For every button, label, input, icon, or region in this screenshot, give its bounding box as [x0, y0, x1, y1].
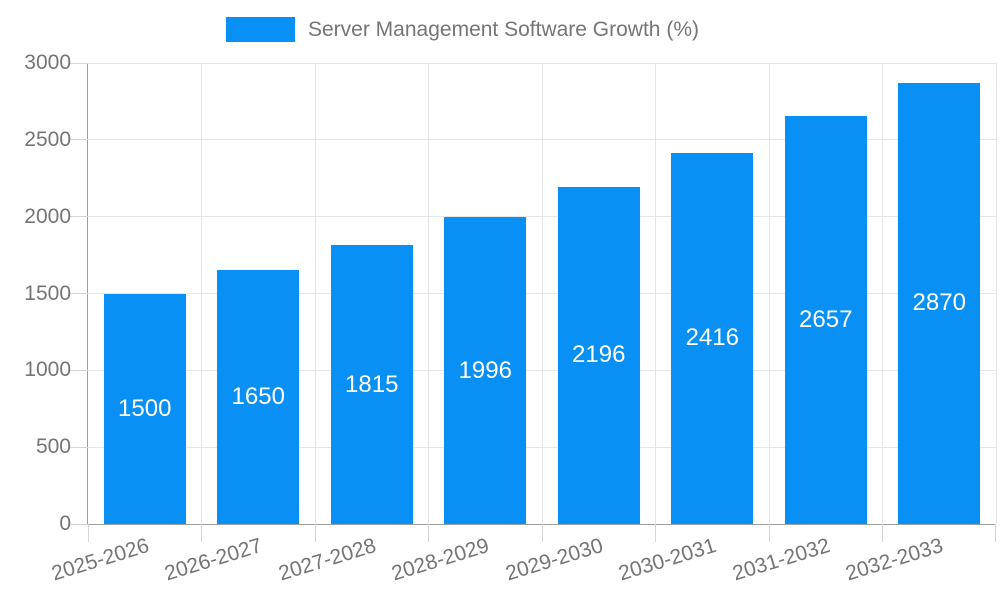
bar-value-label: 2416	[685, 324, 739, 352]
y-axis-label: 1500	[24, 281, 71, 305]
x-tick-mark	[314, 524, 316, 542]
x-tick-mark	[768, 524, 770, 542]
plot-area: 1500 1650 1815 1996 2196 2416 2657 2870	[70, 62, 997, 542]
y-tick-mark	[70, 523, 88, 525]
legend-swatch	[226, 17, 295, 42]
x-tick-mark	[882, 524, 883, 542]
bar[interactable]: 1650	[217, 270, 300, 524]
bar-value-label: 1500	[118, 394, 172, 422]
x-gridline	[995, 63, 997, 524]
y-tick-mark	[70, 216, 88, 218]
x-gridline	[314, 63, 316, 524]
y-axis-label: 500	[35, 435, 71, 459]
x-gridline	[655, 63, 656, 524]
y-tick-mark	[70, 369, 88, 371]
x-gridline	[541, 63, 543, 524]
legend[interactable]: Server Management Software Growth (%)	[226, 17, 699, 42]
bar[interactable]: 1815	[330, 245, 413, 524]
x-tick-mark	[994, 524, 996, 542]
bar[interactable]: 2657	[784, 115, 867, 524]
x-tick-mark	[201, 524, 202, 542]
bar-value-label: 2196	[572, 341, 626, 369]
x-gridline	[428, 63, 429, 524]
x-tick-mark	[655, 524, 656, 542]
x-gridline	[768, 63, 770, 524]
bar-value-label: 2870	[912, 289, 966, 317]
bar[interactable]: 1996	[444, 217, 527, 524]
x-tick-mark	[541, 524, 543, 542]
y-tick-mark	[70, 62, 88, 64]
bar-value-label: 1996	[458, 356, 512, 384]
bar[interactable]: 1500	[103, 293, 186, 524]
x-gridline	[882, 63, 883, 524]
y-axis-label: 0	[59, 512, 71, 535]
bar-value-label: 1815	[345, 370, 399, 398]
y-tick-mark	[70, 446, 88, 448]
y-axis-label: 1000	[24, 358, 71, 382]
legend-label: Server Management Software Growth (%)	[308, 17, 699, 41]
bar[interactable]: 2870	[898, 82, 981, 524]
bar[interactable]: 2196	[557, 186, 640, 524]
bar-value-label: 1650	[231, 383, 285, 411]
y-axis-label: 3000	[24, 51, 71, 74]
y-tick-mark	[70, 293, 88, 294]
y-axis-label: 2000	[24, 204, 71, 228]
x-tick-mark	[87, 524, 89, 542]
x-gridline	[201, 63, 202, 524]
y-tick-mark	[70, 139, 88, 141]
x-tick-mark	[428, 524, 429, 542]
bar[interactable]: 2416	[671, 152, 754, 524]
bar-value-label: 2657	[799, 305, 853, 333]
y-axis-label: 2500	[24, 127, 71, 151]
